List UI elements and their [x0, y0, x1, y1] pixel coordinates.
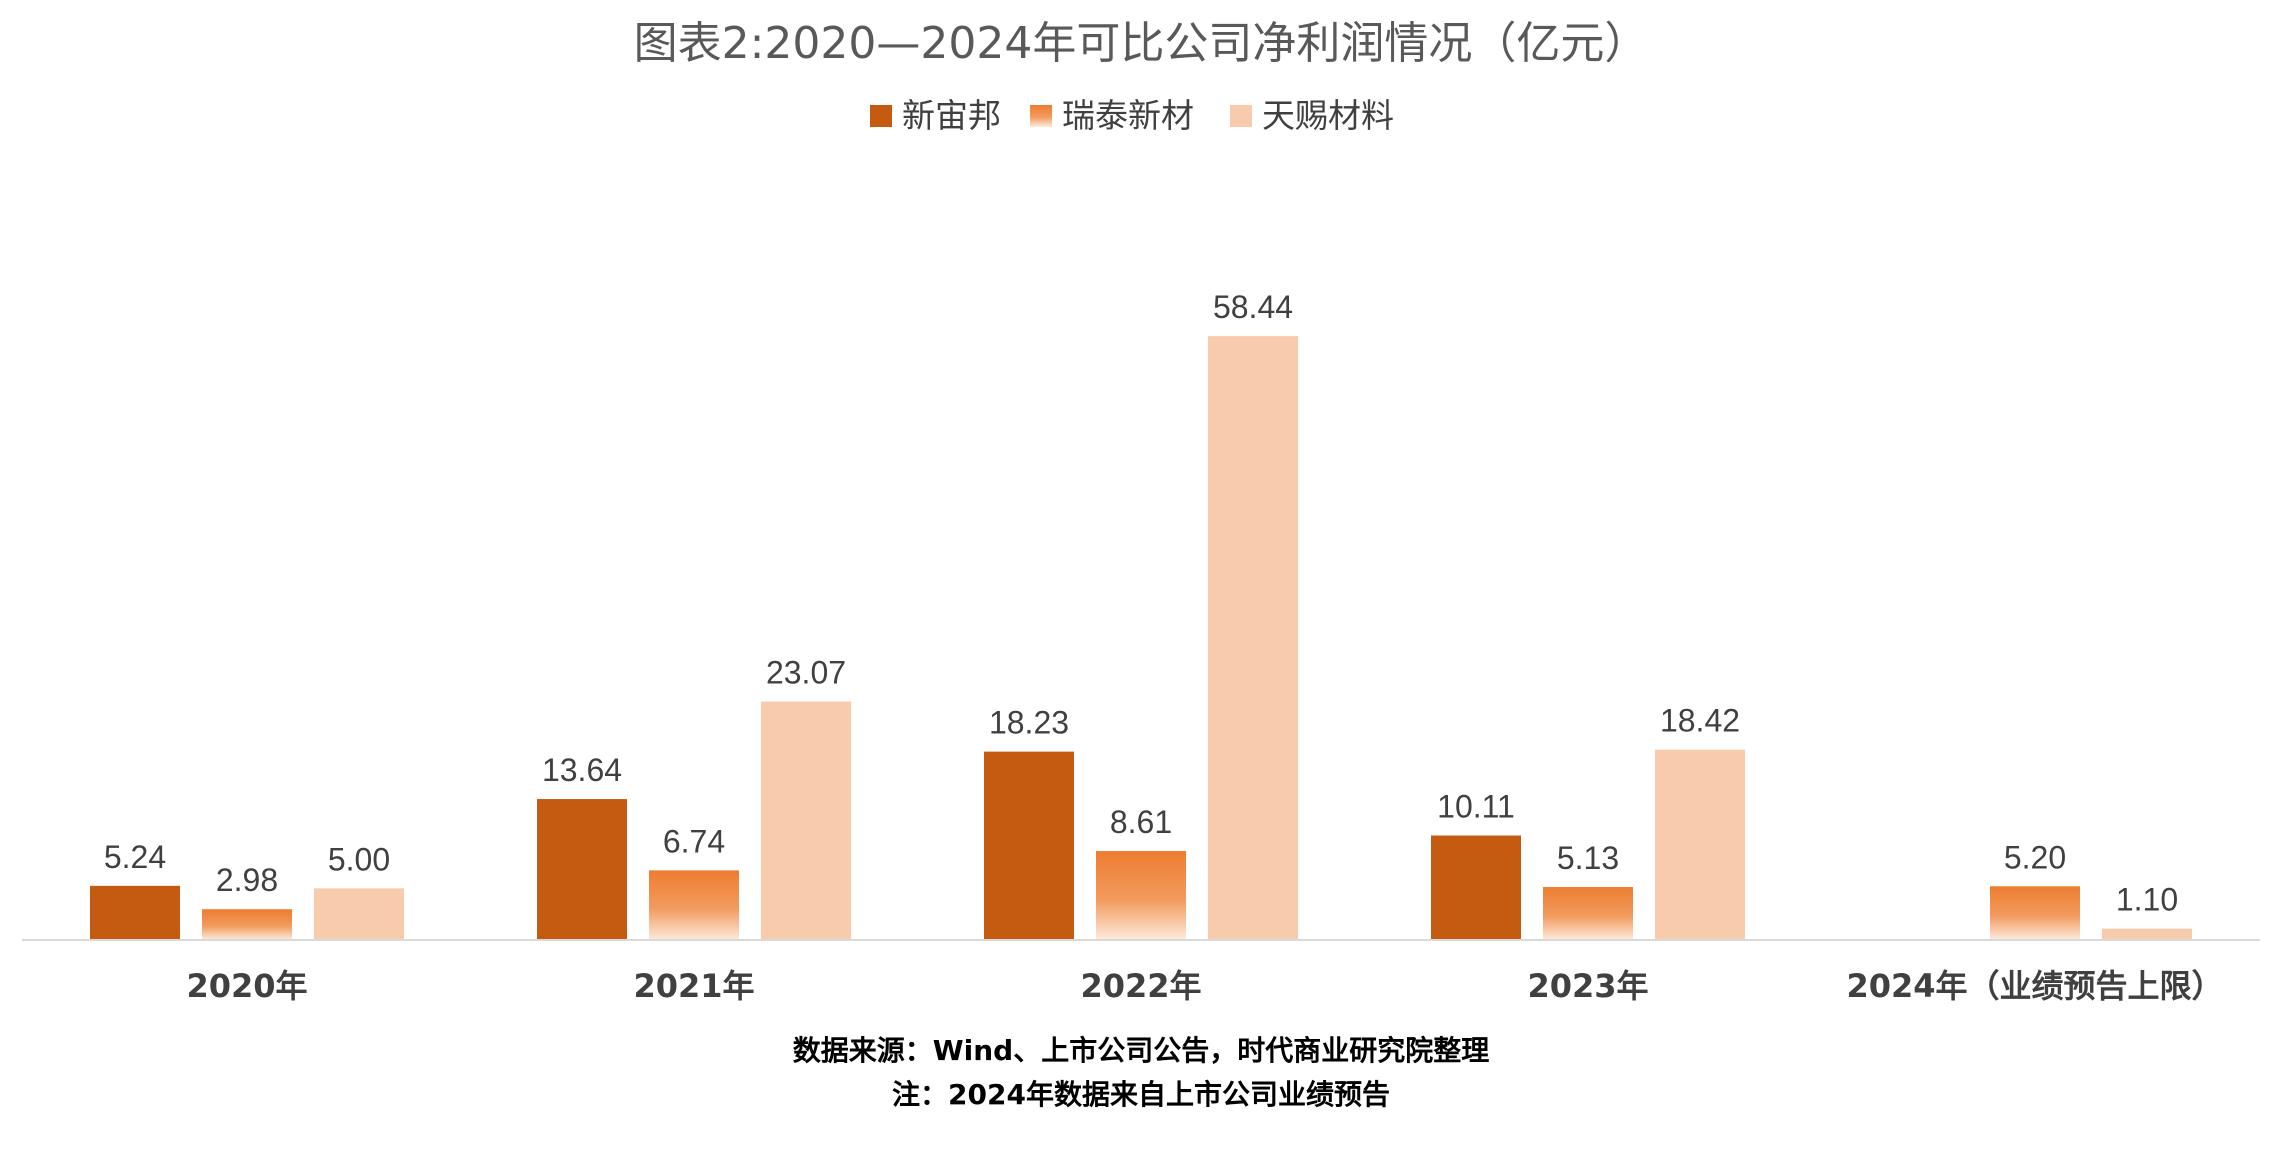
- category-label: 2022年: [1080, 967, 1201, 1005]
- bar-新宙邦-2020年: [90, 885, 180, 940]
- category-label: 2023年: [1527, 967, 1648, 1005]
- chart-title: 图表2:2020—2024年可比公司净利润情况（亿元）: [634, 18, 1649, 69]
- bar-瑞泰新材-2024年（业绩预告上限）: [1990, 886, 2080, 940]
- data-labels: 5.24 13.64 18.23 10.11 2.98 6.74 8.61 5.13 5.20 5…: [104, 289, 2178, 918]
- bar-瑞泰新材-2023年: [1543, 886, 1633, 940]
- remark-note: 注：2024年数据来自上市公司业绩预告: [892, 1078, 1390, 1111]
- data-label: 10.11: [1437, 789, 1515, 825]
- category-label: 2021年: [633, 967, 754, 1005]
- data-label: 58.44: [1213, 289, 1293, 325]
- data-label: 18.23: [989, 705, 1069, 741]
- bar-天赐材料-2022年: [1208, 336, 1298, 940]
- data-label: 5.13: [1557, 840, 1619, 876]
- legend-swatch-新宙邦: [870, 105, 892, 127]
- data-label: 8.61: [1110, 804, 1172, 840]
- category-label: 2020年: [186, 967, 307, 1005]
- data-label: 13.64: [542, 752, 622, 788]
- legend-swatch-瑞泰新材: [1030, 105, 1052, 127]
- category-label: 2024年（业绩预告上限）: [1846, 967, 2223, 1005]
- bar-瑞泰新材-2022年: [1096, 851, 1186, 940]
- data-label: 5.24: [104, 839, 166, 875]
- data-label: 1.10: [2116, 882, 2178, 918]
- data-label: 2.98: [216, 862, 278, 898]
- data-label: 6.74: [663, 823, 725, 859]
- bar-天赐材料-2024年（业绩预告上限）: [2102, 928, 2192, 940]
- bar-瑞泰新材-2021年: [649, 870, 739, 940]
- legend: 新宙邦 瑞泰新材 天赐材料: [870, 96, 1394, 135]
- legend-label-天赐材料: 天赐材料: [1262, 96, 1394, 135]
- data-label: 23.07: [766, 655, 846, 691]
- bar-新宙邦-2023年: [1431, 835, 1521, 940]
- data-label: 5.20: [2004, 839, 2066, 875]
- source-note: 数据来源：Wind、上市公司公告，时代商业研究院整理: [793, 1034, 1489, 1067]
- bar-新宙邦-2022年: [984, 751, 1074, 940]
- bar-天赐材料-2023年: [1655, 749, 1745, 940]
- legend-label-瑞泰新材: 瑞泰新材: [1062, 96, 1194, 135]
- data-label: 5.00: [328, 841, 390, 877]
- bar-瑞泰新材-2020年: [202, 909, 292, 940]
- legend-label-新宙邦: 新宙邦: [902, 96, 1001, 135]
- bars: [90, 336, 2192, 940]
- bar-天赐材料-2021年: [761, 701, 851, 940]
- data-label: 18.42: [1660, 703, 1740, 739]
- category-labels: 2020年 2021年 2022年 2023年 2024年（业绩预告上限）: [186, 967, 2223, 1005]
- bar-新宙邦-2021年: [537, 799, 627, 940]
- legend-swatch-天赐材料: [1230, 105, 1252, 127]
- bar-天赐材料-2020年: [314, 888, 404, 940]
